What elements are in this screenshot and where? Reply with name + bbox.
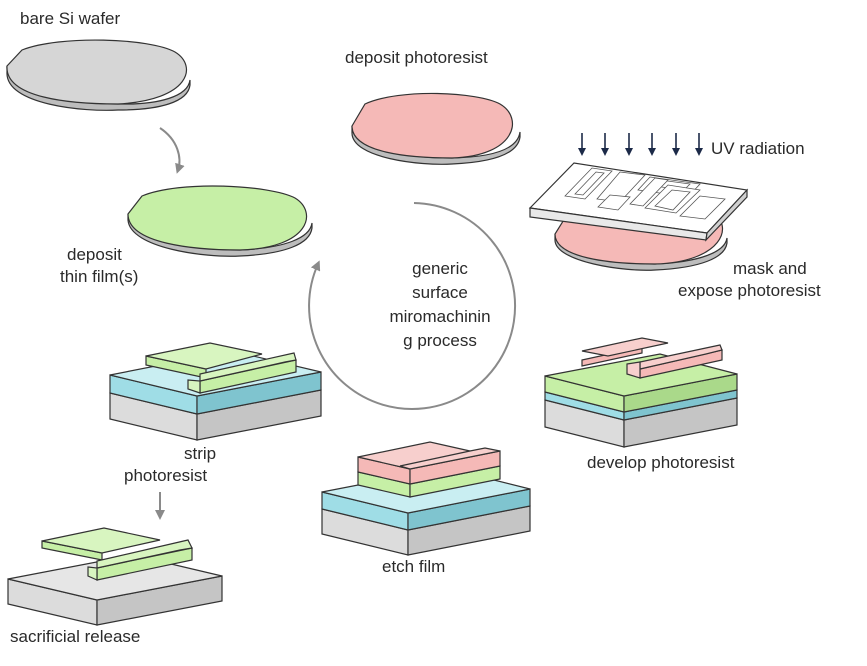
uv-arrows (578, 133, 703, 156)
wafer-thin-film (127, 185, 313, 257)
photomask (528, 162, 749, 242)
label-cycle-2: surface (412, 283, 468, 302)
label-bare-wafer: bare Si wafer (20, 9, 121, 28)
label-mask-expose-2: expose photoresist (678, 281, 821, 300)
label-etch-film: etch film (382, 557, 446, 576)
label-cycle-4: g process (403, 331, 477, 350)
label-cycle-1: generic (412, 259, 468, 278)
bare-wafer (6, 39, 191, 111)
block-release (7, 527, 223, 626)
label-cycle-3: miromachinin (389, 307, 491, 326)
label-sacrificial-release: sacrificial release (10, 627, 141, 646)
label-deposit-thin-film-1: deposit (67, 245, 122, 264)
label-deposit-photoresist: deposit photoresist (345, 48, 488, 67)
wafer-photoresist (351, 92, 521, 165)
arrow-bare-to-film (159, 127, 185, 174)
block-develop (544, 337, 738, 448)
label-develop-photoresist: develop photoresist (587, 453, 735, 472)
label-deposit-thin-film-2: thin film(s) (60, 267, 139, 286)
label-mask-expose-1: mask and (733, 259, 807, 278)
block-strip (109, 342, 322, 441)
cycle-arrow (308, 202, 517, 410)
label-strip-1: strip (184, 444, 217, 463)
block-etch (321, 441, 531, 556)
label-strip-2: photoresist (124, 466, 208, 485)
label-uv-radiation: UV radiation (711, 139, 805, 158)
